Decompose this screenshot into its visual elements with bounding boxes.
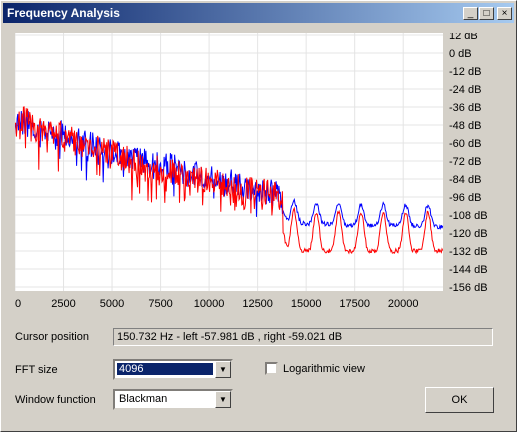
- x-tick-label: 7500: [148, 298, 172, 310]
- window-function-label: Window function: [15, 394, 96, 406]
- fft-size-select[interactable]: 4096 ▼: [113, 359, 233, 380]
- y-tick-label: -96 dB: [449, 192, 481, 204]
- x-tick-label: 10000: [194, 298, 225, 310]
- left-channel-series: [14, 110, 444, 231]
- logarithmic-view-label[interactable]: Logarithmic view: [283, 363, 365, 375]
- cursor-position-label: Cursor position: [15, 331, 89, 343]
- y-tick-label: -108 dB: [449, 210, 488, 222]
- chevron-down-icon[interactable]: ▼: [215, 391, 231, 408]
- x-tick-label: 0: [15, 298, 21, 310]
- y-tick-label: -36 dB: [449, 102, 481, 114]
- y-tick-label: -84 dB: [449, 174, 481, 186]
- y-tick-label: -132 dB: [449, 246, 488, 258]
- fft-size-value: 4096: [117, 363, 213, 375]
- x-tick-label: 15000: [291, 298, 322, 310]
- x-axis-band: [15, 291, 493, 311]
- y-tick-label: -144 dB: [449, 264, 488, 276]
- maximize-button[interactable]: □: [479, 7, 494, 20]
- y-tick-label: -72 dB: [449, 156, 481, 168]
- y-tick-label: 0 dB: [449, 48, 472, 60]
- window-function-value: Blackman: [119, 393, 168, 405]
- ok-button[interactable]: OK: [425, 387, 494, 413]
- x-tick-label: 17500: [339, 298, 370, 310]
- x-tick-label: 2500: [51, 298, 75, 310]
- window-title: Frequency Analysis: [7, 6, 120, 20]
- close-button[interactable]: ×: [497, 7, 512, 20]
- cursor-position-value: 150.732 Hz - left -57.981 dB , right -59…: [117, 331, 343, 343]
- y-tick-label: -120 dB: [449, 228, 488, 240]
- cursor-position-field: 150.732 Hz - left -57.981 dB , right -59…: [113, 328, 493, 346]
- fft-size-label: FFT size: [15, 364, 58, 376]
- y-tick-label: -24 dB: [449, 84, 481, 96]
- minimize-button[interactable]: _: [463, 7, 478, 20]
- title-bar[interactable]: Frequency Analysis _ □ ×: [3, 3, 514, 23]
- logarithmic-view-checkbox[interactable]: [265, 362, 278, 375]
- y-tick-label: -60 dB: [449, 138, 481, 150]
- y-axis-band: [443, 33, 493, 311]
- y-tick-label: -48 dB: [449, 120, 481, 132]
- y-tick-label: 12 dB: [449, 33, 478, 42]
- x-tick-label: 5000: [100, 298, 124, 310]
- window-function-select[interactable]: Blackman ▼: [113, 389, 233, 410]
- chevron-down-icon[interactable]: ▼: [215, 361, 231, 378]
- right-channel-series: [14, 106, 444, 255]
- y-tick-label: -12 dB: [449, 66, 481, 78]
- x-tick-label: 20000: [388, 298, 419, 310]
- spectrum-plot[interactable]: 12 dB 0 dB -12 dB -24 dB -36 dB -48 dB -60 dB -…: [14, 30, 493, 311]
- x-tick-label: 12500: [242, 298, 273, 310]
- y-tick-label: -156 dB: [449, 282, 488, 294]
- spectrum-chart[interactable]: 12 dB 0 dB -12 dB -24 dB -36 dB -48 dB -60 dB -…: [14, 30, 493, 311]
